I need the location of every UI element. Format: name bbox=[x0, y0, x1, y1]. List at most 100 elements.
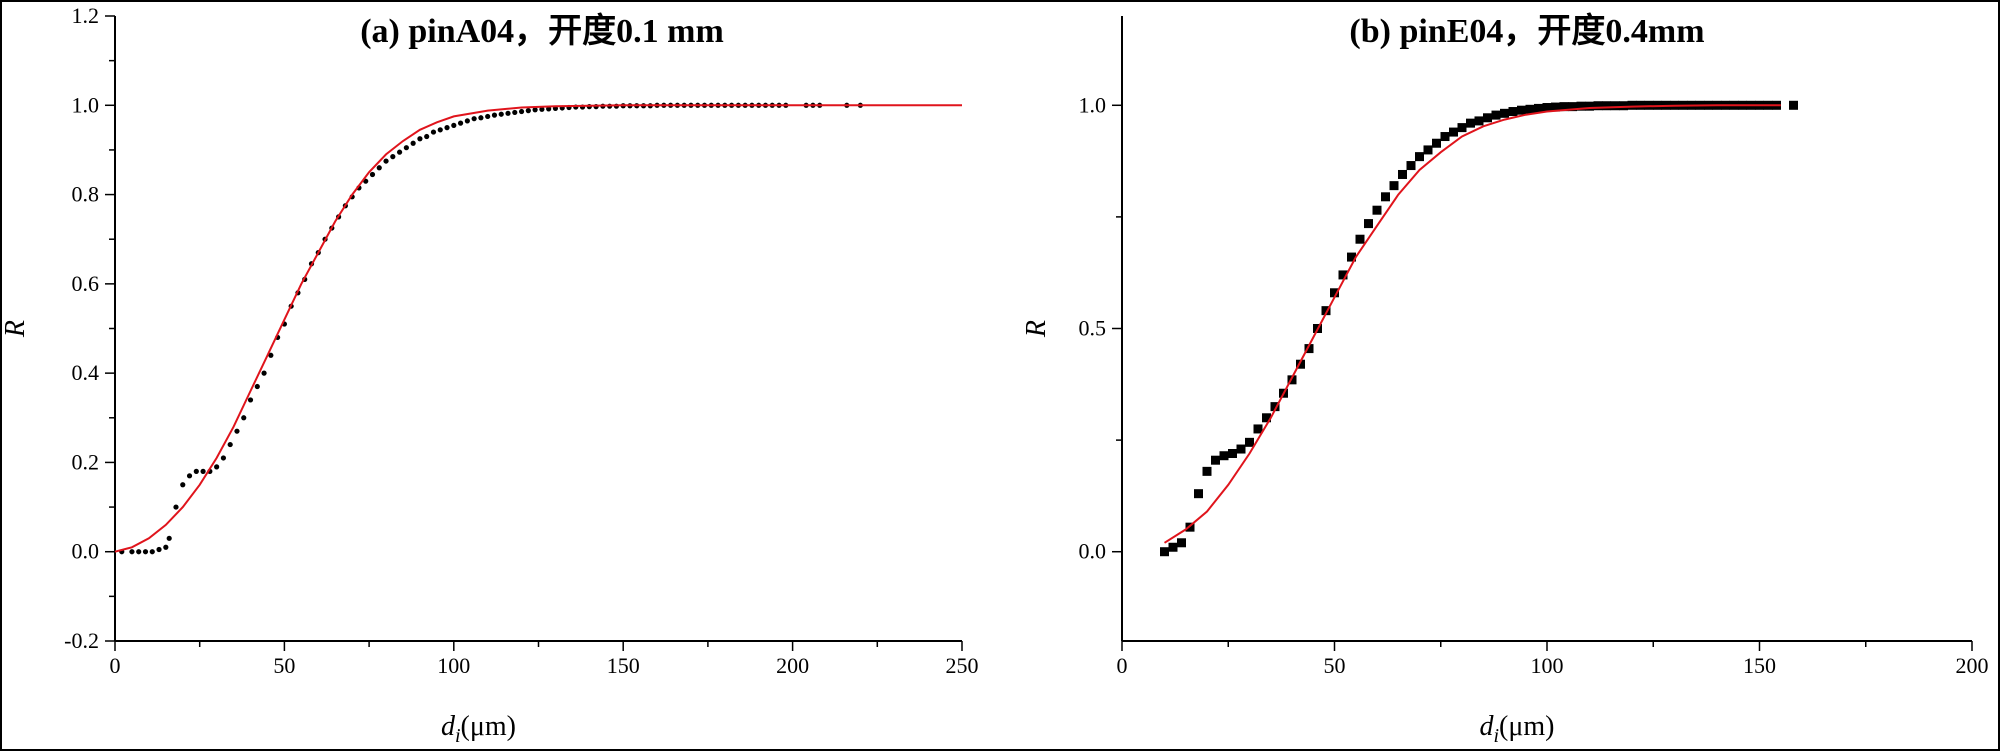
data-point bbox=[1236, 444, 1246, 454]
data-point bbox=[410, 140, 416, 146]
data-point bbox=[1449, 127, 1458, 137]
data-point bbox=[491, 112, 498, 118]
data-point bbox=[1525, 104, 1535, 114]
x-tick-label: 0 bbox=[110, 653, 121, 678]
data-point bbox=[1381, 192, 1390, 202]
fit-curve bbox=[114, 104, 962, 553]
data-point bbox=[1321, 306, 1331, 316]
y-tick-label: 1.0 bbox=[1079, 92, 1107, 117]
data-point bbox=[518, 108, 525, 115]
data-point bbox=[1270, 402, 1280, 412]
data-point bbox=[1423, 145, 1433, 155]
y-tick-label: 0.2 bbox=[72, 449, 100, 474]
data-point bbox=[532, 107, 538, 113]
x-tick-label: 150 bbox=[607, 653, 640, 678]
data-point bbox=[1542, 103, 1552, 113]
data-point bbox=[1287, 375, 1297, 385]
data-point bbox=[1466, 118, 1475, 128]
data-point bbox=[1636, 100, 1645, 110]
data-point bbox=[417, 136, 423, 142]
data-point bbox=[1211, 455, 1220, 465]
data-point bbox=[1228, 449, 1237, 458]
y-tick-label: 1.0 bbox=[72, 92, 100, 117]
chart-panel-b: 0 50 100 150 200 0.0 0.5 1.0 (b) pinE04，开度0.4mm R… bbox=[1021, 12, 1989, 747]
data-point bbox=[261, 370, 267, 376]
y-tick-label: 0.5 bbox=[1079, 316, 1107, 341]
data-point bbox=[163, 544, 169, 550]
data-point bbox=[214, 464, 220, 470]
data-point bbox=[241, 415, 247, 421]
data-point bbox=[498, 111, 504, 117]
data-point bbox=[1432, 138, 1441, 148]
x-tick-label: 150 bbox=[1743, 653, 1776, 678]
x-tick-label: 0 bbox=[1117, 653, 1128, 678]
data-point bbox=[1364, 219, 1373, 229]
data-point bbox=[383, 158, 389, 164]
data-point bbox=[1568, 102, 1577, 112]
data-point bbox=[173, 504, 179, 510]
data-point bbox=[505, 110, 511, 116]
data-point bbox=[396, 149, 403, 155]
data-point bbox=[1262, 413, 1271, 423]
y-tick-label: 0.4 bbox=[72, 360, 100, 385]
data-point bbox=[1619, 101, 1628, 111]
y-axis-label: R bbox=[2, 320, 31, 338]
data-point bbox=[200, 468, 206, 474]
chart-title: (b) pinE04，开度0.4mm bbox=[1349, 12, 1704, 50]
data-point bbox=[1534, 103, 1543, 113]
data-point bbox=[1457, 123, 1467, 133]
y-tick-label: 1.2 bbox=[72, 3, 100, 28]
x-axis-label: di(μm) bbox=[441, 711, 516, 747]
data-point bbox=[247, 397, 254, 403]
data-point bbox=[403, 145, 409, 151]
data-point bbox=[1347, 252, 1356, 262]
data-point bbox=[1602, 101, 1611, 111]
data-point bbox=[1168, 542, 1178, 552]
chart-panel-a: 0 50 100 150 200 250 -0.2 0.0 0.2 0.4 0.6 0.8 1.0 1.2… bbox=[2, 3, 979, 747]
data-point bbox=[1517, 105, 1526, 115]
data-point bbox=[1500, 108, 1509, 118]
x-tick-label: 50 bbox=[273, 653, 295, 678]
data-point bbox=[1389, 181, 1399, 191]
data-point bbox=[1194, 489, 1203, 499]
data-point bbox=[1398, 169, 1407, 179]
data-point bbox=[1406, 161, 1416, 171]
data-point bbox=[457, 120, 464, 126]
data-point bbox=[1219, 451, 1229, 461]
data-point bbox=[1372, 205, 1382, 215]
data-point bbox=[424, 133, 430, 140]
x-tick-label: 100 bbox=[437, 653, 470, 678]
y-tick-label: 0.6 bbox=[72, 271, 100, 296]
data-point bbox=[485, 113, 491, 120]
data-point bbox=[1551, 102, 1560, 112]
x-axis-label: di(μm) bbox=[1479, 711, 1554, 747]
x-tick-label: 250 bbox=[946, 653, 979, 678]
data-point bbox=[1483, 113, 1492, 123]
data-point bbox=[166, 535, 172, 541]
data-point bbox=[220, 455, 227, 461]
data-point bbox=[525, 108, 531, 114]
data-point bbox=[1627, 100, 1637, 110]
data-point bbox=[1593, 101, 1603, 111]
data-point bbox=[1160, 547, 1169, 557]
data-point bbox=[268, 352, 274, 358]
x-tick-label: 200 bbox=[1956, 653, 1989, 678]
data-point bbox=[1296, 359, 1305, 369]
data-point bbox=[390, 154, 396, 160]
data-point bbox=[186, 473, 193, 479]
x-tick-label: 50 bbox=[1324, 653, 1346, 678]
x-tick-label: 200 bbox=[776, 653, 809, 678]
data-point bbox=[1177, 538, 1186, 548]
data-point bbox=[471, 116, 477, 122]
y-tick-label: 0.0 bbox=[72, 539, 100, 564]
data-point bbox=[512, 109, 518, 116]
data-point bbox=[136, 549, 142, 555]
data-point bbox=[149, 549, 155, 555]
data-point bbox=[1440, 132, 1450, 142]
data-point bbox=[437, 127, 443, 133]
data-point bbox=[1330, 288, 1339, 298]
data-point bbox=[1415, 152, 1424, 162]
data-point bbox=[1576, 101, 1586, 111]
data-point bbox=[1474, 116, 1484, 126]
data-point bbox=[1789, 100, 1798, 110]
